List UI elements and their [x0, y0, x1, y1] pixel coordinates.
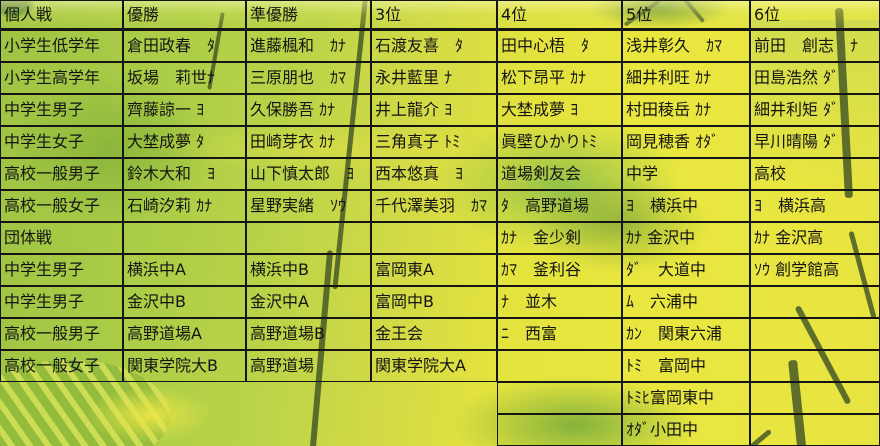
result-cell: ﾀ 高野道場 — [497, 190, 622, 222]
result-cell: 村田稜岳 ｶﾅ — [622, 94, 750, 126]
result-cell: 井上龍介 ﾖ — [371, 94, 497, 126]
header-cell: 優勝 — [123, 0, 246, 30]
header-cell: 個人戦 — [0, 0, 123, 30]
result-cell — [497, 414, 622, 446]
category-cell: 高校一般女子 — [0, 190, 123, 222]
result-cell: 眞壁ひかりﾄﾐ — [497, 126, 622, 158]
result-cell — [750, 414, 880, 446]
result-cell: 富岡東A — [371, 254, 497, 286]
result-cell — [750, 318, 880, 350]
result-cell: ｶﾝ 関東六浦 — [622, 318, 750, 350]
result-cell: ﾖ 横浜高 — [750, 190, 880, 222]
result-cell: 坂場 莉世ﾅ — [123, 62, 246, 94]
result-cell: 松下昂平 ｶﾅ — [497, 62, 622, 94]
result-cell: 富岡中B — [371, 286, 497, 318]
result-cell: ｶﾏ 釜利谷 — [497, 254, 622, 286]
result-cell: 千代澤美羽 ｶﾏ — [371, 190, 497, 222]
result-cell: 齊藤諒一 ﾖ — [123, 94, 246, 126]
result-cell: 道場剣友会 — [497, 158, 622, 190]
header-cell: 4位 — [497, 0, 622, 30]
result-cell — [246, 222, 371, 254]
result-cell: 永井藍里 ﾅ — [371, 62, 497, 94]
result-cell: 三原朋也 ｶﾏ — [246, 62, 371, 94]
header-cell: 準優勝 — [246, 0, 371, 30]
result-cell: 浅井彰久 ｶﾏ — [622, 30, 750, 62]
result-cell: 石渡友喜 ﾀ — [371, 30, 497, 62]
result-cell: 横浜中B — [246, 254, 371, 286]
result-cell: ﾄﾐﾋ富岡東中 — [622, 382, 750, 414]
leaf-decoration — [410, 360, 740, 446]
result-cell — [750, 286, 880, 318]
leaf-decoration — [120, 118, 540, 178]
result-cell: ﾆ 西富 — [497, 318, 622, 350]
result-cell: 進藤楓和 ｶﾅ — [246, 30, 371, 62]
result-cell: ｿｳ 創学館高 — [750, 254, 880, 286]
result-cell: 高野道場A — [123, 318, 246, 350]
result-cell — [750, 350, 880, 382]
result-cell: ﾖ 横浜中 — [622, 190, 750, 222]
result-cell: 細井利矩 ﾀﾞ — [750, 94, 880, 126]
result-cell: 関東学院大B — [123, 350, 246, 382]
result-cell: 岡見穂香 ｵﾀﾞ — [622, 126, 750, 158]
category-cell: 中学生女子 — [0, 126, 123, 158]
result-cell: ﾀﾞ 大道中 — [622, 254, 750, 286]
result-cell: 田中心梧 ﾀ — [497, 30, 622, 62]
result-cell: 関東学院大A — [371, 350, 497, 382]
result-cell — [371, 222, 497, 254]
result-cell: 田島浩然 ﾀﾞ — [750, 62, 880, 94]
leaf-decoration — [752, 20, 880, 190]
result-cell: 早川晴陽 ﾀﾞ — [750, 126, 880, 158]
result-cell: 細井利旺 ｶﾅ — [622, 62, 750, 94]
category-cell: 中学生男子 — [0, 94, 123, 126]
result-cell: 西本悠真 ﾖ — [371, 158, 497, 190]
result-cell: 山下慎太郎 ﾖ — [246, 158, 371, 190]
category-cell: 中学生男子 — [0, 286, 123, 318]
category-cell: 高校一般男子 — [0, 158, 123, 190]
result-cell: 前田 創志 ﾅ — [750, 30, 880, 62]
header-cell: 5位 — [622, 0, 750, 30]
result-cell: 金沢中B — [123, 286, 246, 318]
category-cell: 団体戦 — [0, 222, 123, 254]
result-cell: 田崎芽衣 ｶﾅ — [246, 126, 371, 158]
result-cell: ﾄﾐ 富岡中 — [622, 350, 750, 382]
result-cell — [497, 350, 622, 382]
result-cell: 三角真子 ﾄﾐ — [371, 126, 497, 158]
result-cell: 中学 — [622, 158, 750, 190]
result-cell: 金沢中A — [246, 286, 371, 318]
category-cell: 高校一般男子 — [0, 318, 123, 350]
result-cell: 大埜成夢 ﾖ — [497, 94, 622, 126]
header-cell: 6位 — [750, 0, 880, 30]
result-cell: ｶﾅ 金沢中 — [622, 222, 750, 254]
category-cell: 高校一般女子 — [0, 350, 123, 382]
result-cell — [497, 382, 622, 414]
result-cell: ｶﾅ 金沢高 — [750, 222, 880, 254]
result-cell: 高校 — [750, 158, 880, 190]
result-cell: ﾑ 六浦中 — [622, 286, 750, 318]
result-cell: 大埜成夢 ﾀ — [123, 126, 246, 158]
category-cell: 小学生高学年 — [0, 62, 123, 94]
result-cell: ｵﾀﾞ小田中 — [622, 414, 750, 446]
result-cell: ﾅ 並木 — [497, 286, 622, 318]
result-cell: ｶﾅ 金少剣 — [497, 222, 622, 254]
result-cell: 高野道場 — [246, 350, 371, 382]
result-cell: 横浜中A — [123, 254, 246, 286]
result-cell: 高野道場B — [246, 318, 371, 350]
result-cell — [123, 222, 246, 254]
result-cell: 久保勝吾 ｶﾅ — [246, 94, 371, 126]
result-cell: 石崎汐莉 ｶﾅ — [123, 190, 246, 222]
category-cell: 中学生男子 — [0, 254, 123, 286]
leaf-decoration — [500, 160, 740, 290]
header-cell: 3位 — [371, 0, 497, 30]
leaf-decoration — [70, 380, 230, 446]
result-cell: 星野実緒 ｿｳ — [246, 190, 371, 222]
result-cell: 鈴木大和 ﾖ — [123, 158, 246, 190]
category-cell: 小学生低学年 — [0, 30, 123, 62]
result-cell: 金王会 — [371, 318, 497, 350]
result-cell: 倉田政春 ﾀ — [123, 30, 246, 62]
result-cell — [750, 382, 880, 414]
